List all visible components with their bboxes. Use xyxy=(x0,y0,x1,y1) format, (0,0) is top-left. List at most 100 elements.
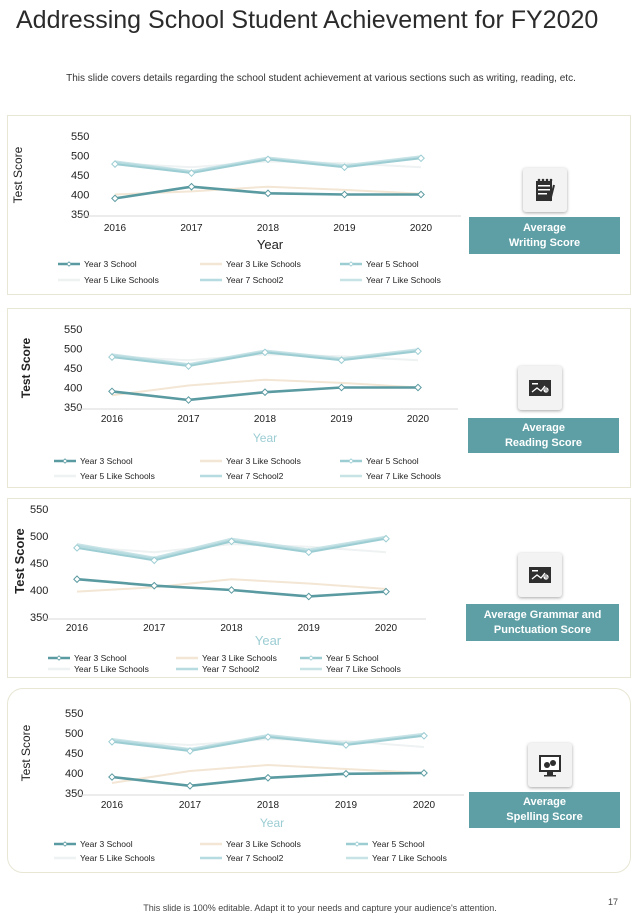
grammar-score-chart: 350 400 450 500 550 2016 2017 2018 2019 2020 Year T… xyxy=(12,504,426,674)
chart2-data-point xyxy=(184,362,193,370)
chart3-legend-label: Year 7 Like Schools xyxy=(326,664,401,674)
chart2-x-tick: 2016 xyxy=(101,414,124,425)
writing-score-chart: 350 400 450 500 550 2016 2017 2018 2019 2020 Year T… xyxy=(11,131,461,285)
chart2-legend-marker xyxy=(62,458,68,464)
chart4-legend-label: Year 7 Like Schools xyxy=(372,853,447,863)
chart4-y-tick: 350 xyxy=(65,788,83,800)
chart4-legend-marker xyxy=(62,841,68,847)
monitor-coins-icon xyxy=(539,755,561,777)
chart1-legend-label: Year 7 Like Schools xyxy=(366,275,441,285)
chart1-data-point xyxy=(264,189,272,198)
writing-score-label-line1: Average xyxy=(522,221,566,234)
chart3-data-point xyxy=(73,543,81,552)
chart2-data-point xyxy=(108,353,116,361)
chart1-legend-marker xyxy=(348,261,354,267)
spelling-icon-tile xyxy=(528,743,572,787)
chart2-data-point xyxy=(184,396,193,404)
chart1-series-line xyxy=(114,185,422,196)
chart2-x-tick: 2019 xyxy=(330,414,353,425)
chart4-y-tick: 550 xyxy=(65,708,83,720)
chart2-legend-label: Year 3 Like Schools xyxy=(226,456,301,466)
grammar-score-label-line2: Punctuation Score xyxy=(493,623,592,636)
chart1-x-tick: 2020 xyxy=(410,223,433,234)
svg-text:%: % xyxy=(544,575,548,580)
chart3-data-point xyxy=(227,586,236,594)
chart2-data-point xyxy=(414,383,422,392)
chart4-data-point xyxy=(264,733,272,741)
chart2-legend-marker xyxy=(348,458,354,464)
chart2-y-tick: 500 xyxy=(64,344,82,356)
reading-score-chart: 350 400 450 500 550 2016 2017 2018 2019 2020 Year T… xyxy=(19,324,458,481)
chart3-y-tick: 500 xyxy=(30,531,48,543)
chart2-data-point xyxy=(337,356,346,365)
chart2-legend-label: Year 5 Like Schools xyxy=(80,471,155,481)
chart3-legend-marker xyxy=(56,655,62,661)
chart3-y-tick: 450 xyxy=(30,558,48,570)
chart1-legend-label: Year 3 School xyxy=(84,259,137,269)
spelling-score-label: Average Spelling Score xyxy=(469,792,620,828)
chart3-legend-label: Year 3 School xyxy=(74,653,127,663)
chart4-y-axis-title: Test Score xyxy=(19,724,33,781)
chart2-y-axis-title: Test Score xyxy=(19,337,33,398)
chart2-y-tick: 550 xyxy=(64,324,82,336)
chart1-x-tick: 2019 xyxy=(333,223,356,234)
chart3-x-tick: 2020 xyxy=(375,623,398,634)
chart2-legend-label: Year 7 Like Schools xyxy=(366,471,441,481)
chart2-y-tick: 400 xyxy=(64,383,82,395)
chart4-legend-label: Year 3 School xyxy=(80,839,133,849)
chart2-y-tick: 450 xyxy=(64,363,82,375)
chart4-data-point xyxy=(342,769,350,778)
reading-icon-tile: % xyxy=(518,366,562,410)
chart4-data-point xyxy=(420,731,428,740)
chart3-data-point xyxy=(304,548,313,557)
chart3-data-point xyxy=(150,581,159,590)
reading-score-label-line1: Average xyxy=(521,421,565,434)
reading-score-label-line2: Reading Score xyxy=(504,436,583,449)
chart3-data-point xyxy=(73,575,81,584)
footer-note: This slide is 100% editable. Adapt it to… xyxy=(143,903,497,913)
chart3-x-axis-title: Year xyxy=(255,633,282,648)
chart4-y-tick: 500 xyxy=(65,728,83,740)
chart4-y-tick: 400 xyxy=(65,768,83,780)
writing-score-label: Average Writing Score xyxy=(469,217,620,254)
chart3-y-tick: 400 xyxy=(30,585,48,597)
reading-score-panel: 350 400 450 500 550 2016 2017 2018 2019 2020 Year T… xyxy=(7,308,631,488)
chart1-y-tick: 500 xyxy=(71,151,89,163)
chart3-y-tick: 550 xyxy=(30,504,48,516)
chart3-data-point xyxy=(382,587,390,596)
grammar-icon-tile: % xyxy=(518,553,562,597)
chart4-legend-label: Year 3 Like Schools xyxy=(226,839,301,849)
chart4-series-line xyxy=(111,763,425,784)
chart1-y-tick: 550 xyxy=(71,131,89,143)
writing-score-panel: 350 400 450 500 550 2016 2017 2018 2019 2020 Year T… xyxy=(7,115,631,295)
chart3-data-point xyxy=(150,556,159,565)
chart3-legend-label: Year 3 Like Schools xyxy=(202,653,277,663)
chart3-x-tick: 2019 xyxy=(298,623,321,634)
chart3-legend-label: Year 7 School2 xyxy=(202,664,260,674)
chart4-x-tick: 2020 xyxy=(413,800,436,811)
chart1-legend-label: Year 7 School2 xyxy=(226,275,284,285)
chart1-y-tick: 450 xyxy=(71,170,89,182)
svg-text:%: % xyxy=(544,388,548,393)
chart2-legend-label: Year 3 School xyxy=(80,456,133,466)
chart1-legend-label: Year 3 Like Schools xyxy=(226,259,301,269)
chart2-y-tick: 350 xyxy=(64,402,82,414)
chart3-data-point xyxy=(304,592,313,601)
chart4-legend-label: Year 7 School2 xyxy=(226,853,284,863)
chart1-data-point xyxy=(417,154,425,163)
page-title: Addressing School Student Achievement fo… xyxy=(16,6,599,34)
chart4-x-tick: 2017 xyxy=(179,800,202,811)
chart4-data-point xyxy=(186,747,194,755)
chart1-legend-label: Year 5 Like Schools xyxy=(84,275,159,285)
page-number: 17 xyxy=(608,897,619,907)
chart3-x-tick: 2018 xyxy=(220,623,243,634)
chart1-data-point xyxy=(111,160,119,168)
chart2-legend-label: Year 5 School xyxy=(366,456,419,466)
screen-graph-icon: % xyxy=(529,380,551,396)
chart2-data-point xyxy=(261,348,269,357)
writing-icon-tile xyxy=(523,168,567,212)
chart1-x-tick: 2018 xyxy=(257,223,280,234)
chart4-legend-marker xyxy=(354,841,360,847)
chart3-y-axis-title: Test Score xyxy=(12,528,27,594)
notepad-pen-icon xyxy=(536,178,555,202)
